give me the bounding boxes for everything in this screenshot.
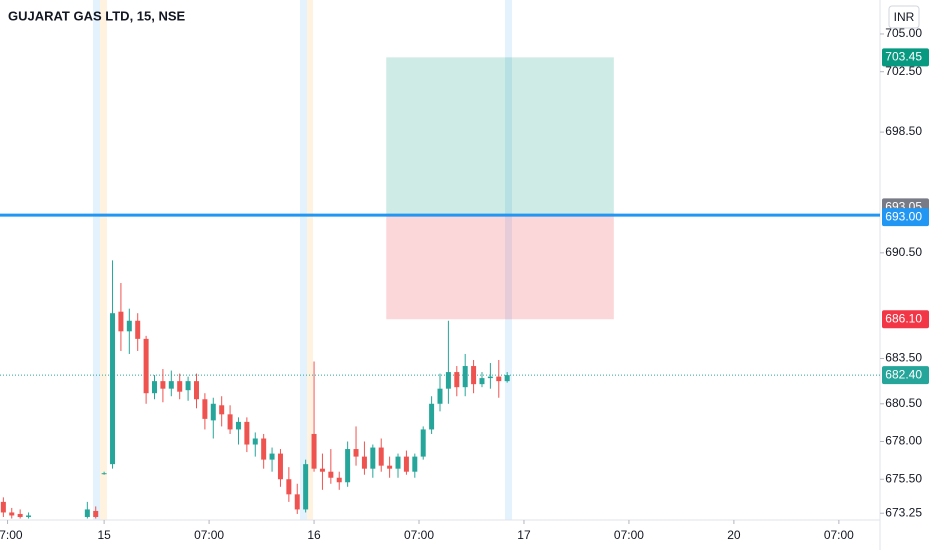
candle-body	[9, 512, 15, 516]
session-bands	[93, 0, 512, 520]
candle-body	[479, 378, 485, 385]
candle-body	[286, 479, 292, 495]
candle-body	[454, 372, 460, 388]
candle-body	[235, 421, 241, 430]
price-label: 693.00	[885, 209, 922, 223]
session-band	[300, 0, 307, 520]
candle-body	[168, 381, 174, 389]
candle-body	[202, 399, 208, 419]
candle-body	[277, 453, 283, 480]
chart-title: GUJARAT GAS LTD, 15, NSE	[8, 8, 186, 23]
currency[interactable]: INR	[894, 10, 915, 24]
candle-body	[471, 366, 477, 385]
candle-body	[252, 438, 258, 445]
price-label: 686.10	[885, 311, 922, 325]
x-tick-label: 20	[727, 528, 741, 542]
price-label: 703.45	[885, 50, 922, 64]
candle-body	[227, 414, 233, 430]
candle-body	[210, 403, 216, 421]
candle-body	[160, 381, 166, 389]
session-band	[307, 0, 313, 520]
candle-body	[17, 513, 23, 517]
y-tick-label: 690.50	[885, 245, 922, 259]
candle-body	[328, 471, 334, 478]
candle-body	[177, 381, 183, 392]
candle-body	[118, 311, 124, 332]
session-band	[93, 0, 100, 520]
candle-body	[403, 456, 409, 472]
session-band	[100, 0, 107, 520]
x-tick-label: 07:00	[824, 528, 854, 542]
candle-body	[0, 501, 6, 513]
candle-body	[336, 477, 342, 483]
y-tick-label: 683.50	[885, 351, 922, 365]
candle-body	[378, 447, 384, 466]
candle-body	[370, 447, 376, 469]
candle-body	[294, 494, 300, 510]
candle-body	[319, 468, 325, 472]
y-tick-label: 698.50	[885, 124, 922, 138]
y-tick-label: 675.50	[885, 471, 922, 485]
candle-body	[412, 456, 418, 472]
candle-body	[429, 403, 435, 430]
price-label-box	[882, 310, 929, 329]
y-tick-label: 705.00	[885, 26, 922, 40]
candle-body	[269, 453, 275, 460]
candle-body	[395, 456, 401, 469]
candle-body	[387, 465, 393, 469]
candle-body	[345, 449, 351, 483]
candle-body	[420, 429, 426, 457]
x-tick-label: 07:00	[194, 528, 224, 542]
price-label-box	[882, 208, 929, 227]
x-tick-label: 07:00	[0, 528, 23, 542]
candle-body	[101, 473, 107, 475]
candle-body	[84, 509, 90, 517]
candle-body	[445, 372, 451, 389]
candle-body	[152, 381, 158, 394]
x-tick-label: 15	[97, 528, 111, 542]
candle-body	[361, 456, 367, 469]
candle-body	[185, 381, 191, 391]
y-tick-label: 702.50	[885, 64, 922, 78]
loss-zone	[386, 214, 614, 320]
candle-body	[93, 510, 99, 517]
candle-body	[487, 376, 493, 379]
candle-body	[437, 388, 443, 404]
candle-body	[244, 421, 250, 445]
currency-box[interactable]	[888, 5, 920, 29]
y-tick-label: 673.25	[885, 505, 922, 519]
x-tick-label: 16	[307, 528, 321, 542]
candle-body	[496, 376, 502, 382]
price-label-box	[882, 48, 929, 67]
candle-body	[126, 320, 132, 332]
candle-body	[143, 338, 149, 394]
price-label: 682.40	[885, 367, 922, 381]
x-tick-label: 07:00	[614, 528, 644, 542]
candle-body	[219, 405, 225, 415]
y-tick-label: 680.50	[885, 396, 922, 410]
x-tick-label: 17	[517, 528, 531, 542]
candle-body	[110, 313, 116, 465]
candle-body	[353, 449, 359, 457]
x-tick-label: 07:00	[404, 528, 434, 542]
candle-body	[261, 438, 267, 460]
candle-body	[462, 366, 468, 388]
y-tick-label: 678.00	[885, 434, 922, 448]
profit-zone	[386, 57, 614, 215]
price-label-box	[882, 366, 929, 385]
candle-body	[504, 375, 510, 382]
candle-body	[26, 515, 32, 517]
candle-body	[311, 433, 317, 469]
candle-body	[303, 464, 309, 510]
candle-body	[135, 320, 141, 339]
session-band	[505, 0, 512, 520]
candle-body	[193, 381, 199, 400]
